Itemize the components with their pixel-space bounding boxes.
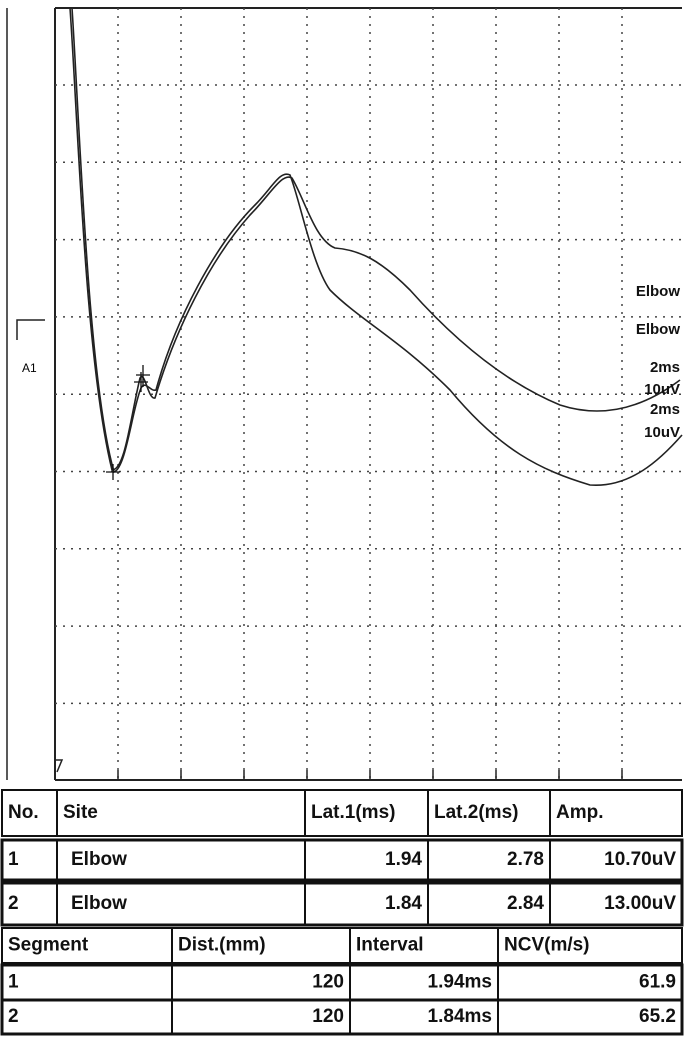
cell: 120 [312, 972, 344, 993]
cursor-marker [106, 365, 150, 480]
column-header: Lat.2(ms) [434, 802, 518, 823]
column-header: Lat.1(ms) [311, 802, 395, 823]
cell: 2.84 [507, 893, 544, 914]
column-header: NCV(m/s) [504, 935, 590, 956]
channel-bracket [16, 319, 45, 340]
grid [55, 8, 682, 780]
cell: 120 [312, 1006, 344, 1027]
cell: 61.9 [639, 972, 676, 993]
column-header: Dist.(mm) [178, 935, 266, 956]
column-header: No. [8, 802, 39, 823]
cell: 1.84 [385, 893, 422, 914]
cell: 1.84ms [428, 1006, 492, 1027]
cell: 1 [8, 849, 19, 870]
trace-labels: Elbow 2ms 10uV Elbow 2ms 10uV [636, 283, 680, 441]
cell: Elbow [71, 893, 127, 914]
cell: 2.78 [507, 849, 544, 870]
time-scale: 2ms [650, 359, 680, 376]
amp-scale: 10uV [644, 381, 680, 398]
marker [56, 759, 64, 773]
cell: Elbow [71, 849, 127, 870]
column-header: Segment [8, 935, 89, 956]
cell: 1 [8, 972, 19, 993]
cell: 2 [8, 1006, 19, 1027]
cell: 1.94 [385, 849, 422, 870]
trace-site: Elbow [636, 283, 680, 300]
cell: 1.94ms [428, 972, 492, 993]
cell: 10.70uV [604, 849, 676, 870]
column-header: Site [63, 802, 98, 823]
cell: 65.2 [639, 1006, 676, 1027]
waveform [69, 7, 681, 471]
waveform [71, 7, 683, 486]
time-scale: 2ms [650, 401, 680, 418]
cell: 13.00uV [604, 893, 676, 914]
cell: 2 [8, 893, 19, 914]
trace-site: Elbow [636, 321, 680, 338]
column-header: Amp. [556, 802, 604, 823]
column-header: Interval [356, 935, 424, 956]
results: No. Site Lat.1(ms) Lat.2(ms) Amp. 1 Elbow 1.94 2… [0, 789, 684, 1036]
channel-label: A1 [22, 361, 37, 375]
amp-scale: 10uV [644, 424, 680, 441]
